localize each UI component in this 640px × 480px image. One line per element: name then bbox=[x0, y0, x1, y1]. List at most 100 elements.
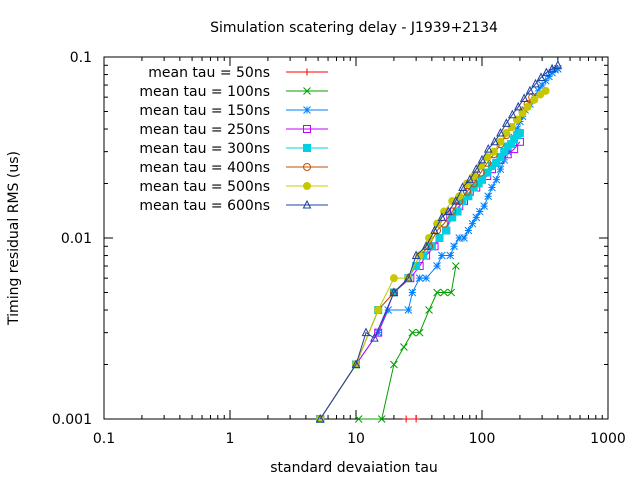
legend-entry: mean tau = 250ns bbox=[139, 122, 328, 138]
legend-entry: mean tau = 50ns bbox=[148, 65, 328, 81]
x-axis-label: standard devaiation tau bbox=[270, 460, 438, 476]
legend-label: mean tau = 400ns bbox=[139, 160, 270, 176]
data-point bbox=[421, 241, 431, 250]
legend-label: mean tau = 250ns bbox=[139, 122, 270, 138]
data-point bbox=[536, 90, 545, 99]
data-point bbox=[536, 72, 546, 82]
data-point bbox=[403, 273, 413, 282]
data-point bbox=[518, 109, 527, 118]
data-point bbox=[525, 85, 535, 95]
plot-series bbox=[315, 60, 563, 423]
data-point bbox=[513, 125, 521, 133]
data-point bbox=[389, 274, 398, 283]
series-2 bbox=[354, 262, 460, 423]
x-tick-label: 0.1 bbox=[93, 431, 115, 447]
data-point bbox=[422, 274, 430, 283]
x-tick-label: 1 bbox=[226, 431, 235, 447]
axis-ticks: 0.1 1 10 100 1000 0.001 0.01 0.1 bbox=[52, 50, 626, 447]
data-point bbox=[402, 415, 410, 423]
x-tick-label: 1000 bbox=[590, 431, 626, 447]
data-point bbox=[433, 262, 441, 270]
x-tick-label: 10 bbox=[347, 431, 365, 447]
data-point bbox=[453, 207, 462, 216]
data-point bbox=[433, 288, 441, 297]
data-point bbox=[523, 102, 532, 111]
legend-label: mean tau = 600ns bbox=[139, 198, 270, 214]
data-point bbox=[553, 60, 563, 69]
data-point bbox=[483, 143, 493, 153]
data-point bbox=[460, 234, 468, 242]
data-point bbox=[464, 192, 473, 201]
data-point bbox=[541, 76, 550, 85]
data-point bbox=[496, 127, 505, 137]
data-point bbox=[541, 86, 550, 95]
data-point bbox=[496, 165, 505, 174]
data-point bbox=[507, 109, 517, 119]
x-tick-label: 100 bbox=[469, 431, 496, 447]
data-point bbox=[400, 343, 408, 351]
data-point bbox=[519, 93, 529, 102]
data-point bbox=[531, 78, 540, 88]
data-point bbox=[488, 183, 496, 192]
data-point bbox=[464, 226, 473, 235]
data-point bbox=[415, 274, 424, 283]
data-point bbox=[315, 413, 325, 423]
data-point bbox=[468, 219, 477, 228]
data-point bbox=[530, 95, 539, 104]
data-point bbox=[440, 288, 448, 297]
legend-entry: mean tau = 300ns bbox=[139, 141, 328, 157]
data-point bbox=[492, 175, 501, 184]
legend-marker bbox=[303, 144, 311, 152]
legend-entry: mean tau = 400ns bbox=[139, 160, 328, 176]
data-point bbox=[458, 182, 467, 192]
data-point bbox=[446, 251, 455, 260]
legend-label: mean tau = 50ns bbox=[148, 65, 270, 81]
data-point bbox=[534, 87, 543, 95]
chart-title: Simulation scatering delay - J1939+2134 bbox=[210, 20, 498, 36]
data-point bbox=[480, 202, 488, 210]
data-point bbox=[447, 288, 456, 297]
y-tick-label: 0.1 bbox=[70, 50, 92, 66]
data-point bbox=[462, 187, 471, 196]
data-point bbox=[492, 158, 501, 167]
data-point bbox=[554, 65, 562, 73]
data-point bbox=[354, 415, 363, 423]
data-point bbox=[513, 101, 523, 111]
data-point bbox=[472, 213, 481, 222]
data-point bbox=[435, 234, 444, 242]
data-point bbox=[430, 225, 439, 235]
y-axis-label: Timing residual RMS (us) bbox=[6, 151, 22, 326]
legend-marker bbox=[303, 125, 311, 133]
data-point bbox=[455, 234, 464, 242]
data-point bbox=[351, 359, 361, 369]
legend-marker bbox=[303, 182, 311, 190]
data-point bbox=[538, 81, 546, 89]
data-point bbox=[483, 168, 492, 177]
data-point bbox=[408, 288, 417, 297]
data-point bbox=[415, 328, 424, 337]
data-point bbox=[437, 251, 446, 260]
legend-label: mean tau = 300ns bbox=[139, 141, 270, 157]
legend-marker bbox=[303, 87, 311, 95]
legend-marker bbox=[303, 163, 311, 171]
data-point bbox=[374, 306, 383, 315]
data-point bbox=[442, 226, 451, 235]
legend-marker bbox=[303, 68, 311, 76]
legend-marker bbox=[302, 199, 312, 209]
data-point bbox=[507, 123, 516, 132]
series-line bbox=[319, 64, 559, 420]
data-point bbox=[412, 415, 420, 423]
data-point bbox=[450, 242, 458, 251]
legend-entry: mean tau = 150ns bbox=[139, 103, 328, 119]
legend-entry: mean tau = 600ns bbox=[139, 198, 328, 214]
data-point bbox=[484, 192, 493, 201]
data-point bbox=[451, 195, 461, 205]
data-point bbox=[451, 262, 460, 270]
data-point bbox=[361, 327, 371, 337]
data-point bbox=[408, 328, 417, 337]
data-point bbox=[389, 287, 399, 296]
data-point bbox=[411, 250, 421, 260]
legend-label: mean tau = 500ns bbox=[139, 179, 270, 195]
data-point bbox=[545, 72, 553, 81]
